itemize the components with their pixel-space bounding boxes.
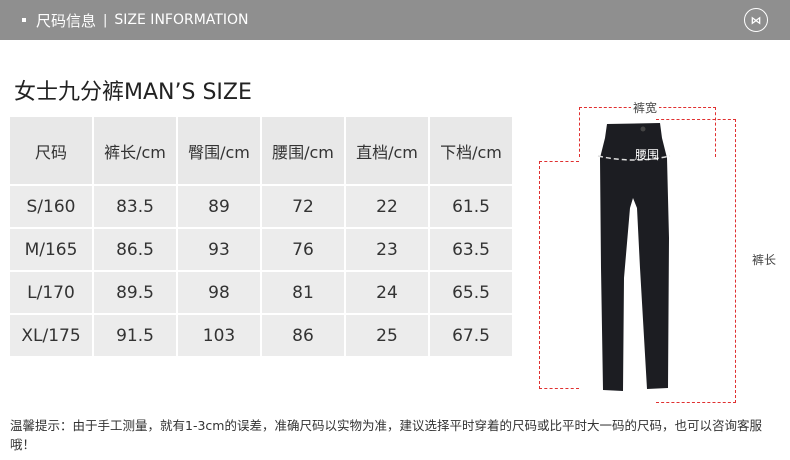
- table-cell: S/160: [10, 186, 92, 227]
- table-cell: 83.5: [94, 186, 176, 227]
- size-table: 尺码 裤长/cm 臀围/cm 腰围/cm 直档/cm 下档/cm S/160 83…: [8, 115, 514, 358]
- table-cell: 25: [346, 315, 428, 356]
- table-cell: 89.5: [94, 272, 176, 313]
- table-cell: 72: [262, 186, 344, 227]
- column-header: 直档/cm: [346, 117, 428, 184]
- table-cell: 103: [178, 315, 260, 356]
- table-cell: 98: [178, 272, 260, 313]
- table-cell: M/165: [10, 229, 92, 270]
- table-cell: 22: [346, 186, 428, 227]
- page-title: 女士九分裤MAN’S SIZE: [14, 80, 252, 105]
- column-header: 臀围/cm: [178, 117, 260, 184]
- table-cell: 63.5: [430, 229, 512, 270]
- table-cell: 89: [178, 186, 260, 227]
- table-cell: 91.5: [94, 315, 176, 356]
- table-row: L/170 89.5 98 81 24 65.5: [10, 272, 512, 313]
- length-guide: [656, 119, 736, 403]
- table-cell: 86.5: [94, 229, 176, 270]
- table-cell: 67.5: [430, 315, 512, 356]
- header-separator: |: [103, 12, 108, 28]
- table-cell: 65.5: [430, 272, 512, 313]
- brand-logo-icon: ⋈: [744, 8, 768, 32]
- table-cell: 61.5: [430, 186, 512, 227]
- header-title-en: SIZE INFORMATION: [114, 12, 249, 28]
- table-cell: L/170: [10, 272, 92, 313]
- column-header: 裤长/cm: [94, 117, 176, 184]
- table-cell: 81: [262, 272, 344, 313]
- left-guide: [539, 161, 579, 389]
- length-label: 裤长: [750, 251, 779, 268]
- table-row: M/165 86.5 93 76 23 63.5: [10, 229, 512, 270]
- table-cell: XL/175: [10, 315, 92, 356]
- table-row: S/160 83.5 89 72 22 61.5: [10, 186, 512, 227]
- table-cell: 76: [262, 229, 344, 270]
- section-header: 尺码信息 | SIZE INFORMATION: [0, 0, 790, 40]
- table-cell: 86: [262, 315, 344, 356]
- column-header: 下档/cm: [430, 117, 512, 184]
- pants-image: [597, 123, 671, 391]
- header-title-cn: 尺码信息: [36, 11, 97, 30]
- size-note: 温馨提示：由于手工测量，就有1-3cm的误差，准确尺码以实物为准，建议选择平时穿…: [10, 418, 762, 452]
- waist-label: 腰围: [635, 148, 660, 162]
- table-cell: 93: [178, 229, 260, 270]
- width-label: 裤宽: [631, 99, 660, 116]
- table-cell: 24: [346, 272, 428, 313]
- table-header-row: 尺码 裤长/cm 臀围/cm 腰围/cm 直档/cm 下档/cm: [10, 117, 512, 184]
- table-row: XL/175 91.5 103 86 25 67.5: [10, 315, 512, 356]
- column-header: 尺码: [10, 117, 92, 184]
- bullet-icon: [22, 18, 26, 22]
- column-header: 腰围/cm: [262, 117, 344, 184]
- table-cell: 23: [346, 229, 428, 270]
